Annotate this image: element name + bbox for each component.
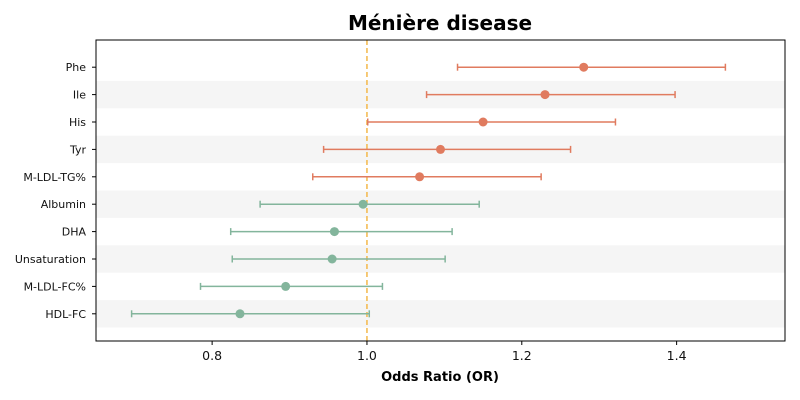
x-tick-label: 1.2 <box>512 348 532 363</box>
or-point <box>579 62 589 72</box>
forest-row-m-ldl-tg- <box>312 172 542 182</box>
y-tick-label: Tyr <box>69 143 87 156</box>
forest-row-his <box>366 117 617 127</box>
or-point <box>415 172 425 182</box>
y-tick-label: M-LDL-TG% <box>23 171 86 184</box>
or-point <box>235 309 245 319</box>
y-tick-label: His <box>69 116 86 129</box>
x-tick-label: 1.0 <box>357 348 377 363</box>
y-tick-label: Albumin <box>41 198 86 211</box>
y-tick-label: Unsaturation <box>15 253 86 266</box>
chart-title: Ménière disease <box>348 11 532 35</box>
y-tick-label: Phe <box>66 61 87 74</box>
or-point <box>358 199 368 209</box>
y-axis-labels: Phe Ile His Tyr M-LDL-TG% Albumin DHA Unsaturat… <box>15 61 96 321</box>
or-point <box>436 144 445 154</box>
forest-row-tyr <box>322 144 572 154</box>
x-tick-label: 0.8 <box>202 348 222 363</box>
forest-row-phe <box>456 62 727 72</box>
x-axis-label: Odds Ratio (OR) <box>381 370 499 385</box>
x-tick-label: 1.4 <box>667 348 687 363</box>
forest-row-unsaturation <box>231 254 446 264</box>
forest-row-hdl-fc <box>130 309 371 319</box>
plot-frame <box>95 39 786 342</box>
y-tick-label: Ile <box>73 89 86 102</box>
or-point <box>281 281 291 291</box>
error-bars <box>130 62 727 319</box>
y-tick-label: M-LDL-FC% <box>24 280 86 293</box>
forest-row-ile <box>425 90 676 100</box>
or-point <box>540 90 550 100</box>
or-point <box>329 227 339 237</box>
y-tick-label: DHA <box>62 226 87 239</box>
forest-row-dha <box>229 227 453 237</box>
or-point <box>327 254 337 264</box>
y-tick-label: HDL-FC <box>45 308 86 321</box>
or-point <box>478 117 488 127</box>
forest-row-albumin <box>259 199 480 209</box>
forest-row-m-ldl-fc- <box>199 281 384 291</box>
x-axis: 0.8 1.0 1.2 1.4 <box>202 341 687 363</box>
